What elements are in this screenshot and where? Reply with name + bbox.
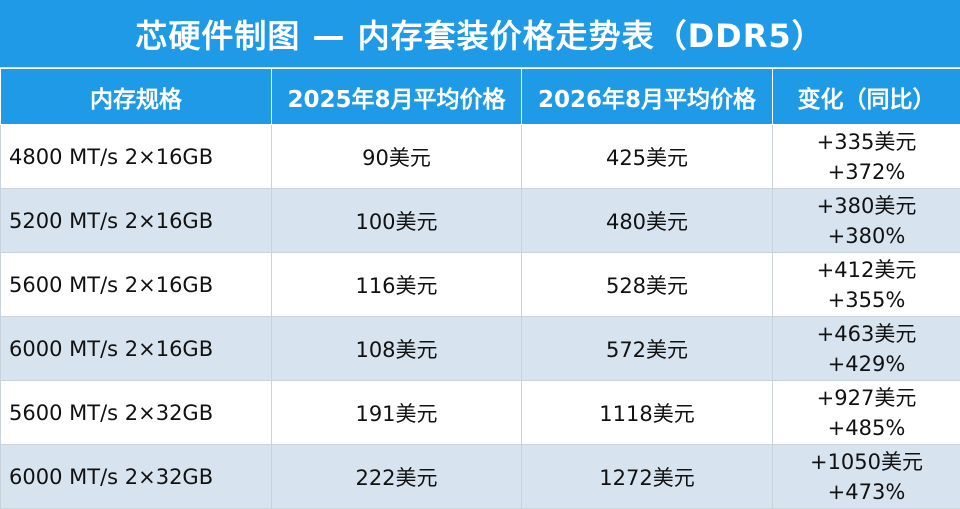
cell-price-2025: 90美元 [271,124,522,189]
cell-price-2025: 100美元 [271,188,522,253]
cell-price-2026: 480美元 [521,188,773,253]
cell-price-2025: 222美元 [271,444,522,509]
cell-price-2026: 572美元 [521,316,773,381]
change-percent: +473% [827,479,906,504]
cell-spec: 6000 MT/s 2×32GB [0,444,272,509]
cell-spec: 4800 MT/s 2×16GB [0,124,272,189]
cell-price-2026: 1118美元 [521,380,773,445]
header-change: 变化（同比） [772,68,960,125]
change-percent: +372% [827,159,906,184]
table-row: 5200 MT/s 2×16GB 100美元 480美元 +380美元 +380… [0,188,960,253]
cell-price-2025: 108美元 [271,316,522,381]
change-amount: +380美元 [816,193,917,218]
table-row: 4800 MT/s 2×16GB 90美元 425美元 +335美元 +372% [0,124,960,189]
cell-change: +1050美元 +473% [772,444,960,509]
price-table: 内存规格 2025年8月平均价格 2026年8月平均价格 变化（同比） 4800… [0,68,960,509]
table-row: 5600 MT/s 2×16GB 116美元 528美元 +412美元 +355… [0,252,960,317]
change-amount: +927美元 [816,385,917,410]
header-price-2025: 2025年8月平均价格 [271,68,522,125]
cell-price-2026: 528美元 [521,252,773,317]
cell-spec: 5200 MT/s 2×16GB [0,188,272,253]
change-percent: +429% [827,351,906,376]
change-amount: +1050美元 [809,449,924,474]
header-spec: 内存规格 [0,68,272,125]
table-row: 6000 MT/s 2×16GB 108美元 572美元 +463美元 +429… [0,316,960,381]
cell-spec: 6000 MT/s 2×16GB [0,316,272,381]
change-amount: +335美元 [816,129,917,154]
header-price-2026: 2026年8月平均价格 [521,68,773,125]
cell-price-2026: 425美元 [521,124,773,189]
table-header-row: 内存规格 2025年8月平均价格 2026年8月平均价格 变化（同比） [0,68,960,125]
change-percent: +355% [827,287,906,312]
cell-change: +335美元 +372% [772,124,960,189]
table-row: 5600 MT/s 2×32GB 191美元 1118美元 +927美元 +48… [0,380,960,445]
cell-change: +927美元 +485% [772,380,960,445]
cell-change: +463美元 +429% [772,316,960,381]
table-row: 6000 MT/s 2×32GB 222美元 1272美元 +1050美元 +4… [0,444,960,509]
change-amount: +463美元 [816,321,917,346]
cell-price-2026: 1272美元 [521,444,773,509]
cell-change: +412美元 +355% [772,252,960,317]
change-amount: +412美元 [816,257,917,282]
change-percent: +380% [827,223,906,248]
cell-spec: 5600 MT/s 2×16GB [0,252,272,317]
cell-price-2025: 191美元 [271,380,522,445]
page-title: 芯硬件制图 — 内存套装价格走势表（DDR5） [0,0,960,68]
change-percent: +485% [827,415,906,440]
cell-price-2025: 116美元 [271,252,522,317]
cell-change: +380美元 +380% [772,188,960,253]
cell-spec: 5600 MT/s 2×32GB [0,380,272,445]
